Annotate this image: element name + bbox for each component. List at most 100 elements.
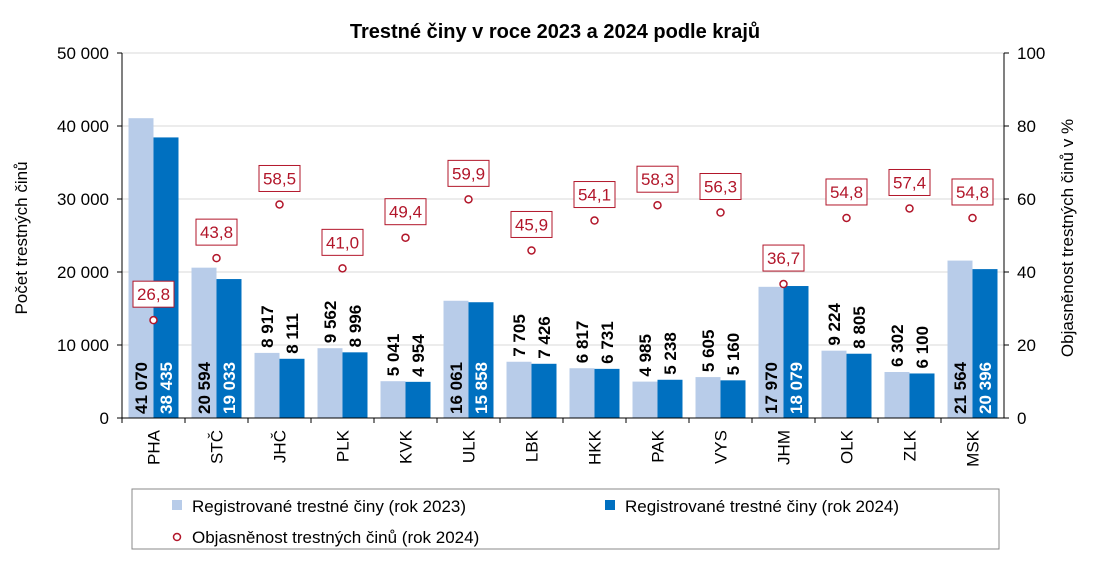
rate-value-label: 43,8 bbox=[200, 223, 233, 242]
bar-2024-value-label: 7 426 bbox=[535, 316, 554, 359]
category-label: JHM bbox=[775, 430, 794, 465]
rate-label-box bbox=[951, 178, 994, 206]
rate-point bbox=[968, 213, 977, 223]
rate-label-box bbox=[888, 168, 931, 196]
bars bbox=[128, 118, 998, 419]
rate-label-box bbox=[447, 159, 490, 187]
rate-markers: 26,8 43,8 58,5 41,0 49,4 59,9 45,9 54,1 58,3 56,3… bbox=[132, 159, 994, 325]
rate-label-box bbox=[762, 244, 805, 272]
rate-point bbox=[464, 195, 473, 204]
category-label: VYS bbox=[712, 430, 731, 464]
rate-point bbox=[590, 216, 599, 225]
y2-tick-label: 80 bbox=[1017, 117, 1036, 136]
category-label: STČ bbox=[208, 430, 227, 464]
rate-point bbox=[338, 264, 347, 273]
rate-value-label: 45,9 bbox=[515, 215, 548, 234]
bar-2023-value-label: 9 224 bbox=[825, 303, 844, 346]
legend-swatch-2024 bbox=[605, 500, 615, 510]
y-tick-label: 50 000 bbox=[57, 44, 109, 63]
bar-2024-value-label: 6 731 bbox=[598, 321, 617, 364]
category-label: LBK bbox=[523, 429, 542, 462]
rate-point bbox=[779, 279, 788, 289]
rate-point bbox=[527, 246, 536, 255]
bar-value-labels: 41 070 38 435 20 594 19 033 8 917 8 111 9 562 8… bbox=[132, 301, 995, 414]
bar-2023-value-label: 41 070 bbox=[132, 362, 151, 414]
bar-2024 bbox=[468, 302, 494, 418]
bar-2023-value-label: 7 705 bbox=[510, 314, 529, 357]
rate-point bbox=[149, 315, 158, 325]
bar-2023 bbox=[821, 350, 847, 418]
bar-2023 bbox=[947, 260, 973, 418]
bar-2024-value-label: 15 858 bbox=[472, 362, 491, 414]
rate-label-box bbox=[258, 164, 301, 192]
bar-2024 bbox=[783, 286, 809, 418]
y-axis-title: Počet trestných činů bbox=[12, 161, 31, 314]
category-label: PAK bbox=[649, 429, 668, 462]
bar-2023 bbox=[317, 348, 343, 418]
rate-label-box bbox=[510, 210, 553, 238]
rate-point bbox=[905, 204, 914, 213]
y2-tick-label: 40 bbox=[1017, 263, 1036, 282]
legend-label-2024: Registrované trestné činy (rok 2024) bbox=[625, 497, 899, 516]
bar-2023 bbox=[884, 371, 910, 418]
bar-2023-value-label: 6 302 bbox=[888, 324, 907, 367]
bar-2024-value-label: 8 111 bbox=[283, 313, 302, 354]
bar-2023-value-label: 4 985 bbox=[636, 334, 655, 377]
rate-point bbox=[401, 233, 410, 242]
rate-point bbox=[653, 200, 662, 210]
legend: Registrované trestné činy (rok 2023) Reg… bbox=[131, 488, 1000, 550]
category-label: HKK bbox=[586, 429, 605, 465]
gridlines bbox=[122, 52, 1004, 346]
bar-2024 bbox=[216, 279, 242, 418]
rate-point bbox=[212, 253, 221, 263]
category-label: ULK bbox=[460, 429, 479, 463]
bar-2023-value-label: 5 041 bbox=[384, 334, 403, 377]
bar-2024-value-label: 8 805 bbox=[850, 306, 869, 349]
y2-axis-title: Objasněnost trestných činů v % bbox=[1058, 119, 1077, 357]
y2-tick-label: 60 bbox=[1017, 190, 1036, 209]
rate-label-box bbox=[195, 218, 238, 246]
bar-2024 bbox=[594, 368, 620, 418]
bar-2023 bbox=[695, 377, 721, 418]
rate-value-label: 54,1 bbox=[578, 186, 611, 205]
bar-2023-value-label: 9 562 bbox=[321, 301, 340, 344]
category-label: ZLK bbox=[901, 429, 920, 461]
bar-2023 bbox=[506, 361, 532, 418]
bar-2024 bbox=[846, 353, 872, 418]
legend-marker-rate bbox=[172, 532, 182, 542]
rate-label-box bbox=[636, 165, 679, 193]
legend-label-2023: Registrované trestné činy (rok 2023) bbox=[192, 497, 466, 516]
y2-tick-label: 0 bbox=[1017, 409, 1026, 428]
bar-2024-value-label: 5 238 bbox=[661, 332, 680, 375]
bar-2023 bbox=[569, 368, 595, 418]
rate-value-label: 57,4 bbox=[893, 173, 926, 192]
rate-label-box bbox=[384, 198, 427, 226]
y2-tick-label: 20 bbox=[1017, 336, 1036, 355]
bar-2024-value-label: 38 435 bbox=[157, 362, 176, 414]
category-label: PHA bbox=[145, 429, 164, 465]
rate-value-label: 58,3 bbox=[641, 170, 674, 189]
bar-2024-value-label: 8 996 bbox=[346, 305, 365, 348]
rate-value-label: 49,4 bbox=[389, 203, 422, 222]
y-tick-label: 20 000 bbox=[57, 263, 109, 282]
bar-2023-value-label: 17 970 bbox=[762, 362, 781, 414]
rate-value-label: 54,8 bbox=[956, 183, 989, 202]
rate-value-label: 54,8 bbox=[830, 183, 863, 202]
bar-2023-value-label: 21 564 bbox=[951, 361, 970, 414]
bar-2023-value-label: 6 817 bbox=[573, 321, 592, 364]
y-tick-label: 0 bbox=[100, 409, 109, 428]
bar-2024-value-label: 18 079 bbox=[787, 362, 806, 414]
y-tick-label: 10 000 bbox=[57, 336, 109, 355]
chart-title: Trestné činy v roce 2023 a 2024 podle kr… bbox=[350, 21, 760, 43]
rate-value-label: 26,8 bbox=[137, 285, 170, 304]
rate-value-label: 41,0 bbox=[326, 233, 359, 252]
bar-2024 bbox=[405, 381, 431, 418]
rate-point bbox=[842, 213, 851, 223]
bar-2024 bbox=[909, 373, 935, 418]
rate-value-label: 59,9 bbox=[452, 164, 485, 183]
bar-2024-value-label: 20 396 bbox=[976, 362, 995, 414]
legend-label-rate: Objasněnost trestných činů (rok 2024) bbox=[192, 528, 479, 547]
bar-2023 bbox=[758, 286, 784, 418]
bar-2024-value-label: 4 954 bbox=[409, 334, 428, 377]
